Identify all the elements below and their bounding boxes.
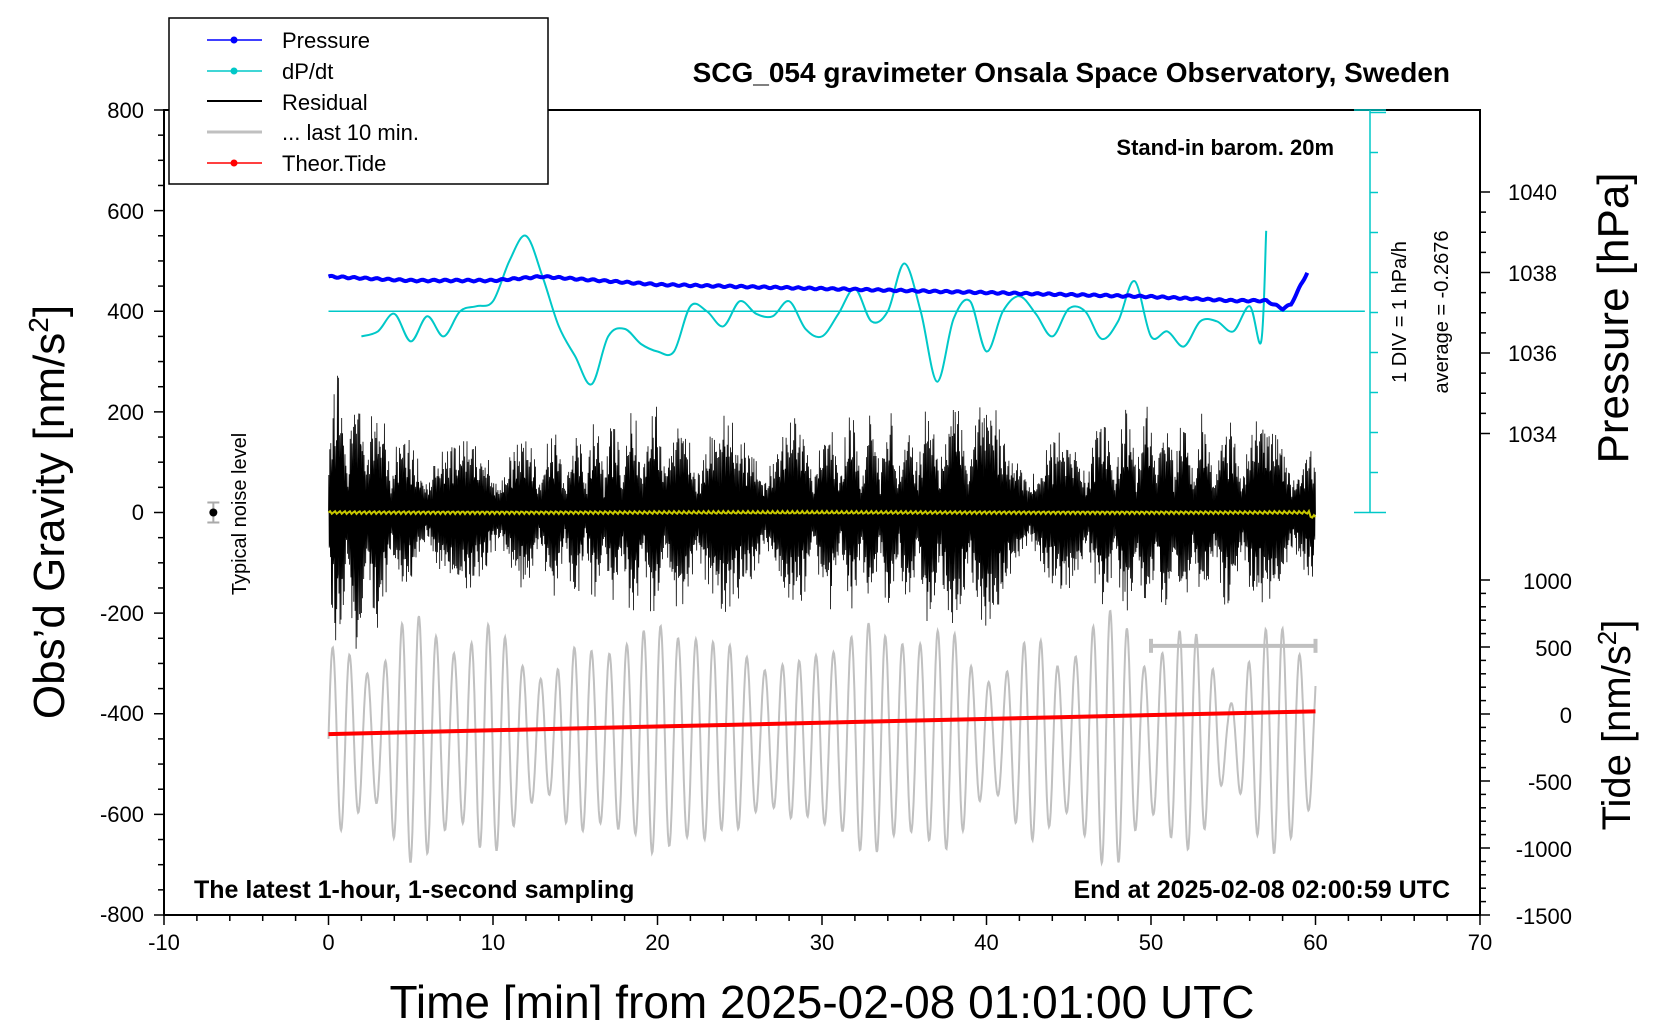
pressure-line bbox=[327, 271, 1310, 312]
x-tick-label: 40 bbox=[974, 930, 998, 955]
legend-label: ... last 10 min. bbox=[282, 120, 419, 145]
pressure-tick-label: 1036 bbox=[1508, 341, 1557, 366]
y-tick-label: -800 bbox=[100, 902, 144, 927]
y-tick-label: -400 bbox=[100, 701, 144, 726]
legend-item-residual: Residual bbox=[207, 90, 368, 115]
legend-marker bbox=[230, 36, 238, 44]
y-tick-label: 600 bbox=[107, 199, 144, 224]
y-axis-title-tide: Tide [nm/s2] bbox=[1592, 620, 1639, 831]
noise-level-marker bbox=[207, 501, 220, 524]
tide-tick-label: -1500 bbox=[1516, 904, 1572, 929]
legend-item-dpdt: dP/dt bbox=[207, 59, 333, 84]
y-axis-title-pressure: Pressure [hPa] bbox=[1589, 172, 1638, 463]
tide-tick-label: 1000 bbox=[1523, 569, 1572, 594]
tide-tick-label: -500 bbox=[1528, 770, 1572, 795]
legend: Pressure dP/dt Residual ... last 10 min.… bbox=[168, 17, 549, 185]
legend-item-theor-tide: Theor.Tide bbox=[207, 151, 386, 176]
x-tick-label: 20 bbox=[645, 930, 669, 955]
pressure-series bbox=[327, 271, 1310, 312]
tide-tick-label: -1000 bbox=[1516, 837, 1572, 862]
x-tick-label: 10 bbox=[481, 930, 505, 955]
y-tick-labels-left: 800 600 400 200 0 -200 -400 -600 -800 bbox=[100, 98, 144, 927]
residual-line bbox=[328, 375, 1316, 649]
x-tick-label: 50 bbox=[1139, 930, 1163, 955]
theor-tide-line bbox=[328, 709, 1316, 737]
dpdt-scale-axis bbox=[1354, 109, 1386, 514]
legend-label: Residual bbox=[282, 90, 368, 115]
legend-item-pressure: Pressure bbox=[207, 28, 370, 53]
legend-label: Theor.Tide bbox=[282, 151, 386, 176]
x-tick-label: 60 bbox=[1303, 930, 1327, 955]
theor-tide-series bbox=[328, 709, 1316, 737]
noise-dot bbox=[209, 508, 218, 517]
residual-mean-line bbox=[327, 508, 1317, 519]
pressure-tick-label: 1034 bbox=[1508, 422, 1557, 447]
tide-tick-label: 0 bbox=[1560, 703, 1572, 728]
bottom-left-note: The latest 1-hour, 1-second sampling bbox=[194, 876, 634, 904]
pressure-tick-labels: 1040 1038 1036 1034 bbox=[1508, 180, 1557, 447]
legend-label: Pressure bbox=[282, 28, 370, 53]
barometer-note: Stand-in barom. 20m bbox=[1116, 135, 1334, 160]
last-10-min-line bbox=[327, 609, 1317, 867]
legend-marker bbox=[230, 67, 238, 75]
residual-series bbox=[328, 375, 1316, 649]
x-tick-label: 0 bbox=[322, 930, 334, 955]
legend-marker bbox=[230, 159, 238, 167]
legend-label: dP/dt bbox=[282, 59, 333, 84]
y-tick-label: -600 bbox=[100, 802, 144, 827]
dpdt-average-note: average = -0.2676 bbox=[1431, 231, 1453, 394]
y-tick-label: 400 bbox=[107, 299, 144, 324]
dpdt-scale-note: 1 DIV = 1 hPa/h bbox=[1389, 241, 1411, 383]
last-10-min-series bbox=[327, 609, 1317, 867]
x-axis-title: Time [min] from 2025-02-08 01:01:00 UTC bbox=[390, 976, 1255, 1020]
x-tick-label: 30 bbox=[810, 930, 834, 955]
noise-level-note: Typical noise level bbox=[229, 433, 251, 595]
legend-item-last-10-min: ... last 10 min. bbox=[207, 120, 419, 145]
dpdt-series bbox=[328, 230, 1365, 386]
bottom-right-note: End at 2025-02-08 02:00:59 UTC bbox=[1073, 876, 1450, 904]
pressure-tick-label: 1040 bbox=[1508, 180, 1557, 205]
chart-title: SCG_054 gravimeter Onsala Space Observat… bbox=[693, 57, 1450, 88]
axis-ticks bbox=[154, 109, 1490, 925]
y-tick-label: -200 bbox=[100, 601, 144, 626]
tide-tick-label: 500 bbox=[1535, 636, 1572, 661]
dpdt-line bbox=[361, 230, 1268, 386]
y-tick-label: 0 bbox=[132, 500, 144, 525]
x-tick-label: 70 bbox=[1468, 930, 1492, 955]
y-tick-label: 800 bbox=[107, 98, 144, 123]
x-tick-label: -10 bbox=[148, 930, 180, 955]
pressure-tick-label: 1038 bbox=[1508, 261, 1557, 286]
last-10-min-bracket bbox=[1149, 638, 1318, 653]
y-tick-label: 200 bbox=[107, 400, 144, 425]
residual-mean-line-path bbox=[327, 508, 1317, 519]
tide-tick-labels: 1000 500 0 -500 -1000 -1500 bbox=[1516, 569, 1572, 929]
x-tick-labels: -10 0 10 20 30 40 50 60 70 bbox=[148, 930, 1492, 955]
y-axis-title-left: Obs’d Gravity [nm/s2] bbox=[23, 305, 74, 719]
